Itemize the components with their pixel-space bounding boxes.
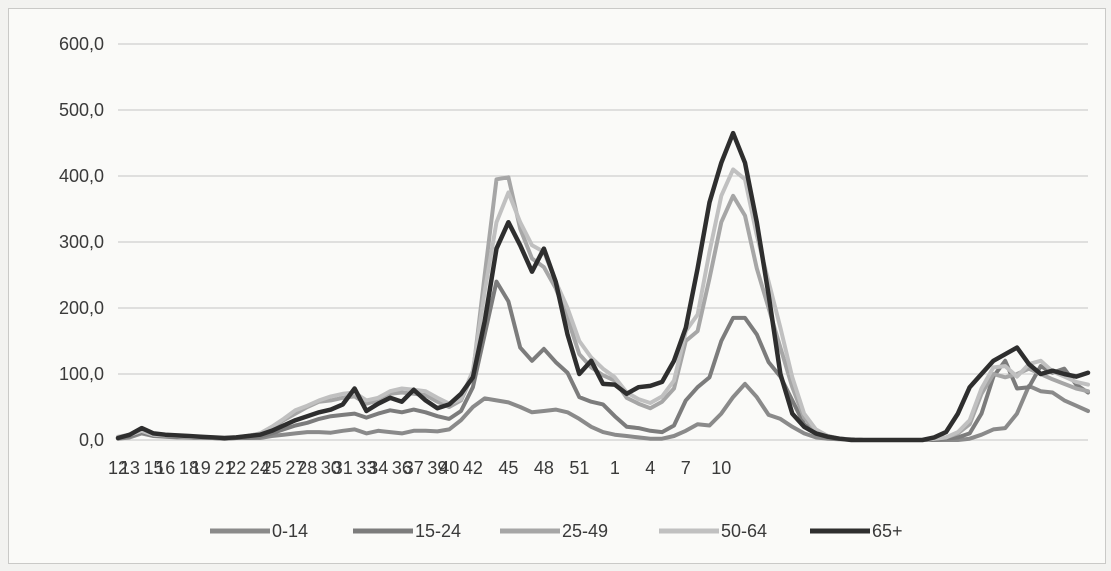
legend-label: 0-14 bbox=[272, 521, 308, 541]
x-tick-label: 39 bbox=[427, 458, 447, 478]
x-tick-label: 7 bbox=[681, 458, 691, 478]
legend-label: 15-24 bbox=[415, 521, 461, 541]
x-tick-label: 33 bbox=[356, 458, 376, 478]
x-tick-label: 36 bbox=[392, 458, 412, 478]
y-tick-label: 400,0 bbox=[59, 166, 104, 186]
x-tick-label: 18 bbox=[179, 458, 199, 478]
x-tick-label: 4 bbox=[645, 458, 655, 478]
y-tick-label: 500,0 bbox=[59, 100, 104, 120]
legend-label: 65+ bbox=[872, 521, 903, 541]
series-line-50-64 bbox=[116, 167, 1090, 442]
x-tick-label: 24 bbox=[250, 458, 270, 478]
x-tick-label: 34 bbox=[368, 458, 388, 478]
x-tick-label: 31 bbox=[333, 458, 353, 478]
x-tick-label: 37 bbox=[404, 458, 424, 478]
x-tick-label: 40 bbox=[439, 458, 459, 478]
series-line-15-24 bbox=[116, 279, 1090, 442]
x-tick-label: 1 bbox=[610, 458, 620, 478]
x-tick-label: 45 bbox=[498, 458, 518, 478]
x-tick-label: 21 bbox=[214, 458, 234, 478]
x-tick-label: 25 bbox=[262, 458, 282, 478]
x-tick-label: 16 bbox=[155, 458, 175, 478]
x-tick-label: 51 bbox=[569, 458, 589, 478]
y-tick-label: 100,0 bbox=[59, 364, 104, 384]
y-tick-label: 0,0 bbox=[79, 430, 104, 450]
y-tick-label: 300,0 bbox=[59, 232, 104, 252]
x-tick-label: 22 bbox=[226, 458, 246, 478]
series-line-65+ bbox=[115, 130, 1091, 443]
x-tick-label: 13 bbox=[120, 458, 140, 478]
y-tick-label: 600,0 bbox=[59, 34, 104, 54]
x-tick-label: 30 bbox=[321, 458, 341, 478]
y-tick-label: 200,0 bbox=[59, 298, 104, 318]
x-tick-label: 15 bbox=[143, 458, 163, 478]
legend-label: 25-49 bbox=[562, 521, 608, 541]
x-tick-label: 10 bbox=[711, 458, 731, 478]
legend-label: 50-64 bbox=[721, 521, 767, 541]
series-line-25-49 bbox=[116, 175, 1090, 442]
x-tick-label: 48 bbox=[534, 458, 554, 478]
x-tick-label: 27 bbox=[285, 458, 305, 478]
x-tick-label: 12 bbox=[108, 458, 128, 478]
x-tick-label: 42 bbox=[463, 458, 483, 478]
x-tick-label: 28 bbox=[297, 458, 317, 478]
x-tick-label: 19 bbox=[191, 458, 211, 478]
